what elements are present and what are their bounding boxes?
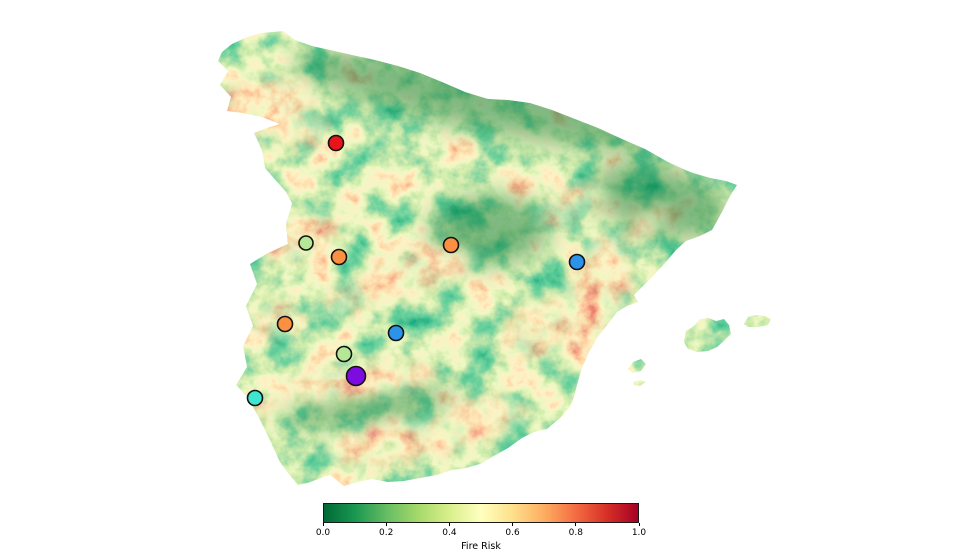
colorbar-tick-mark: [322, 523, 324, 526]
map-marker-5: [568, 253, 586, 271]
map-marker-10: [246, 389, 264, 407]
colorbar-tick-label: 0.6: [505, 528, 520, 538]
colorbar-label: Fire Risk: [461, 541, 501, 552]
map-marker-2: [298, 235, 314, 251]
map-marker-9: [345, 365, 367, 387]
map-marker-7: [387, 324, 405, 342]
map-marker-8: [335, 345, 353, 363]
high-risk-zones: [218, 31, 771, 486]
marker-layer: [246, 134, 586, 407]
colorbar-tick-mark: [448, 523, 450, 526]
colorbar-tick-label: 0.0: [315, 528, 331, 538]
landmass-raster: [218, 31, 771, 486]
map-marker-4: [442, 236, 460, 254]
colorbar-tick-mark: [575, 523, 577, 526]
colorbar-tick-label: 0.2: [379, 528, 394, 538]
colorbar-tick-label: 0.4: [442, 528, 457, 538]
colorbar-tick-label: 1.0: [631, 528, 647, 538]
colorbar-tick-mark: [638, 523, 640, 526]
colorbar-tick-mark: [385, 523, 387, 526]
colorbar-tick-label: 0.8: [568, 528, 583, 538]
colorbar: 0.0 0.2 0.4 0.6 0.8 1.0: [316, 503, 646, 538]
colorbar-gradient: [323, 503, 639, 523]
map-marker-3: [330, 248, 348, 266]
map-marker-6: [276, 315, 294, 333]
colorbar-tick-mark: [512, 523, 514, 526]
map-marker-1: [327, 134, 345, 152]
